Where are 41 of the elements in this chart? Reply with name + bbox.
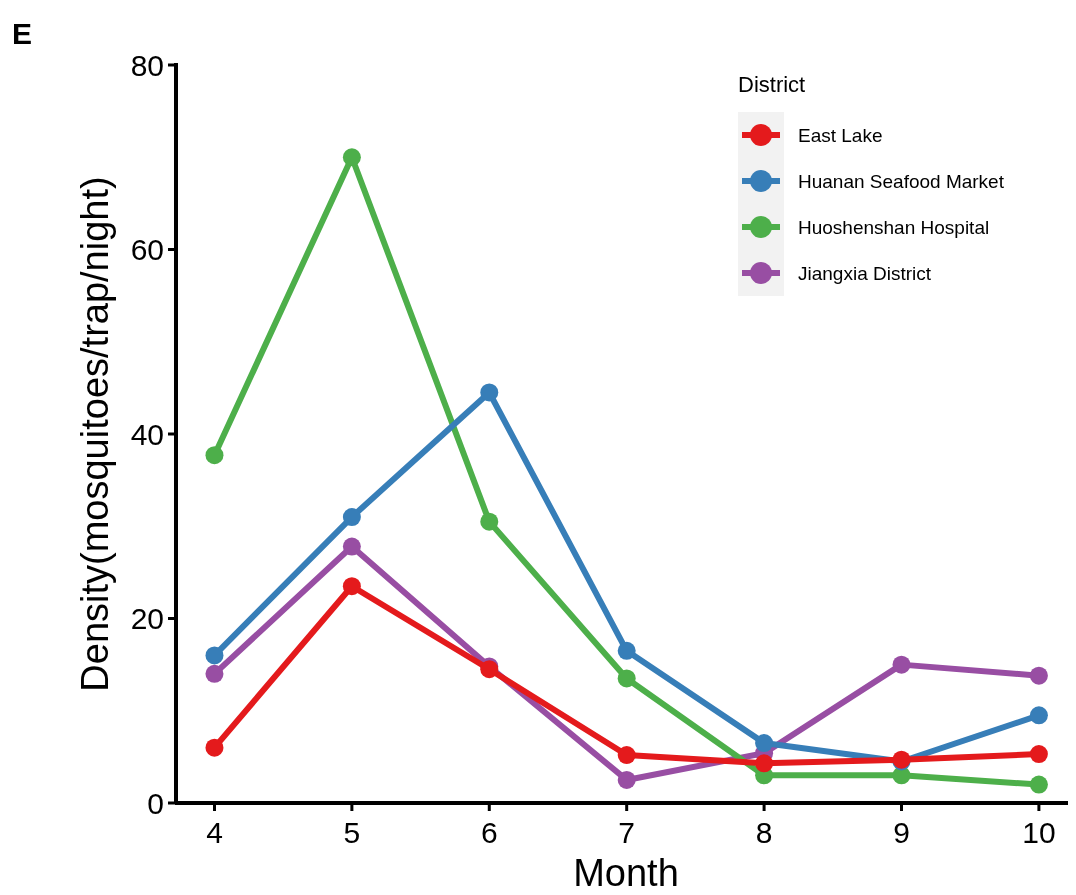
point	[205, 738, 224, 757]
point	[205, 646, 224, 665]
point	[342, 508, 361, 527]
y-tick-label: 40	[130, 417, 164, 451]
legend-label: East Lake	[798, 124, 883, 146]
y-axis-title: Density(mosquitoes/trap/night)	[74, 176, 116, 692]
legend-label: Huanan Seafood Market	[798, 170, 1005, 192]
x-tick-label: 9	[893, 816, 910, 849]
point	[342, 148, 361, 167]
point	[342, 577, 361, 596]
text: E	[12, 17, 33, 50]
point	[1029, 666, 1048, 685]
point	[1029, 706, 1048, 725]
x-tick-label: 5	[343, 816, 361, 849]
y-tick-label: 80	[130, 48, 164, 82]
point	[617, 770, 636, 789]
point	[617, 746, 636, 765]
point	[755, 754, 774, 773]
point	[480, 512, 499, 531]
y-tick-label: 20	[130, 602, 164, 635]
y-tick-label: 60	[130, 233, 164, 266]
point	[205, 664, 224, 683]
point	[892, 655, 911, 674]
point	[617, 669, 636, 688]
x-tick-label: 6	[480, 816, 498, 849]
x-tick-label: 7	[618, 816, 636, 849]
x-axis-title: Month	[573, 852, 679, 894]
point	[205, 446, 224, 465]
x-tick-label: 8	[755, 816, 773, 849]
point	[480, 383, 499, 402]
x-tick-label: 4	[206, 816, 223, 849]
legend-label: Huoshenshan Hospital	[798, 216, 990, 238]
x-tick-label: 10	[1022, 816, 1056, 849]
legend-label: Jiangxia District	[798, 262, 932, 284]
legend-title: District	[738, 72, 806, 97]
point	[342, 537, 361, 556]
point	[755, 734, 774, 753]
y-tick-label: 0	[147, 786, 164, 820]
point	[1029, 745, 1048, 764]
point	[1029, 775, 1048, 794]
point	[617, 641, 636, 660]
